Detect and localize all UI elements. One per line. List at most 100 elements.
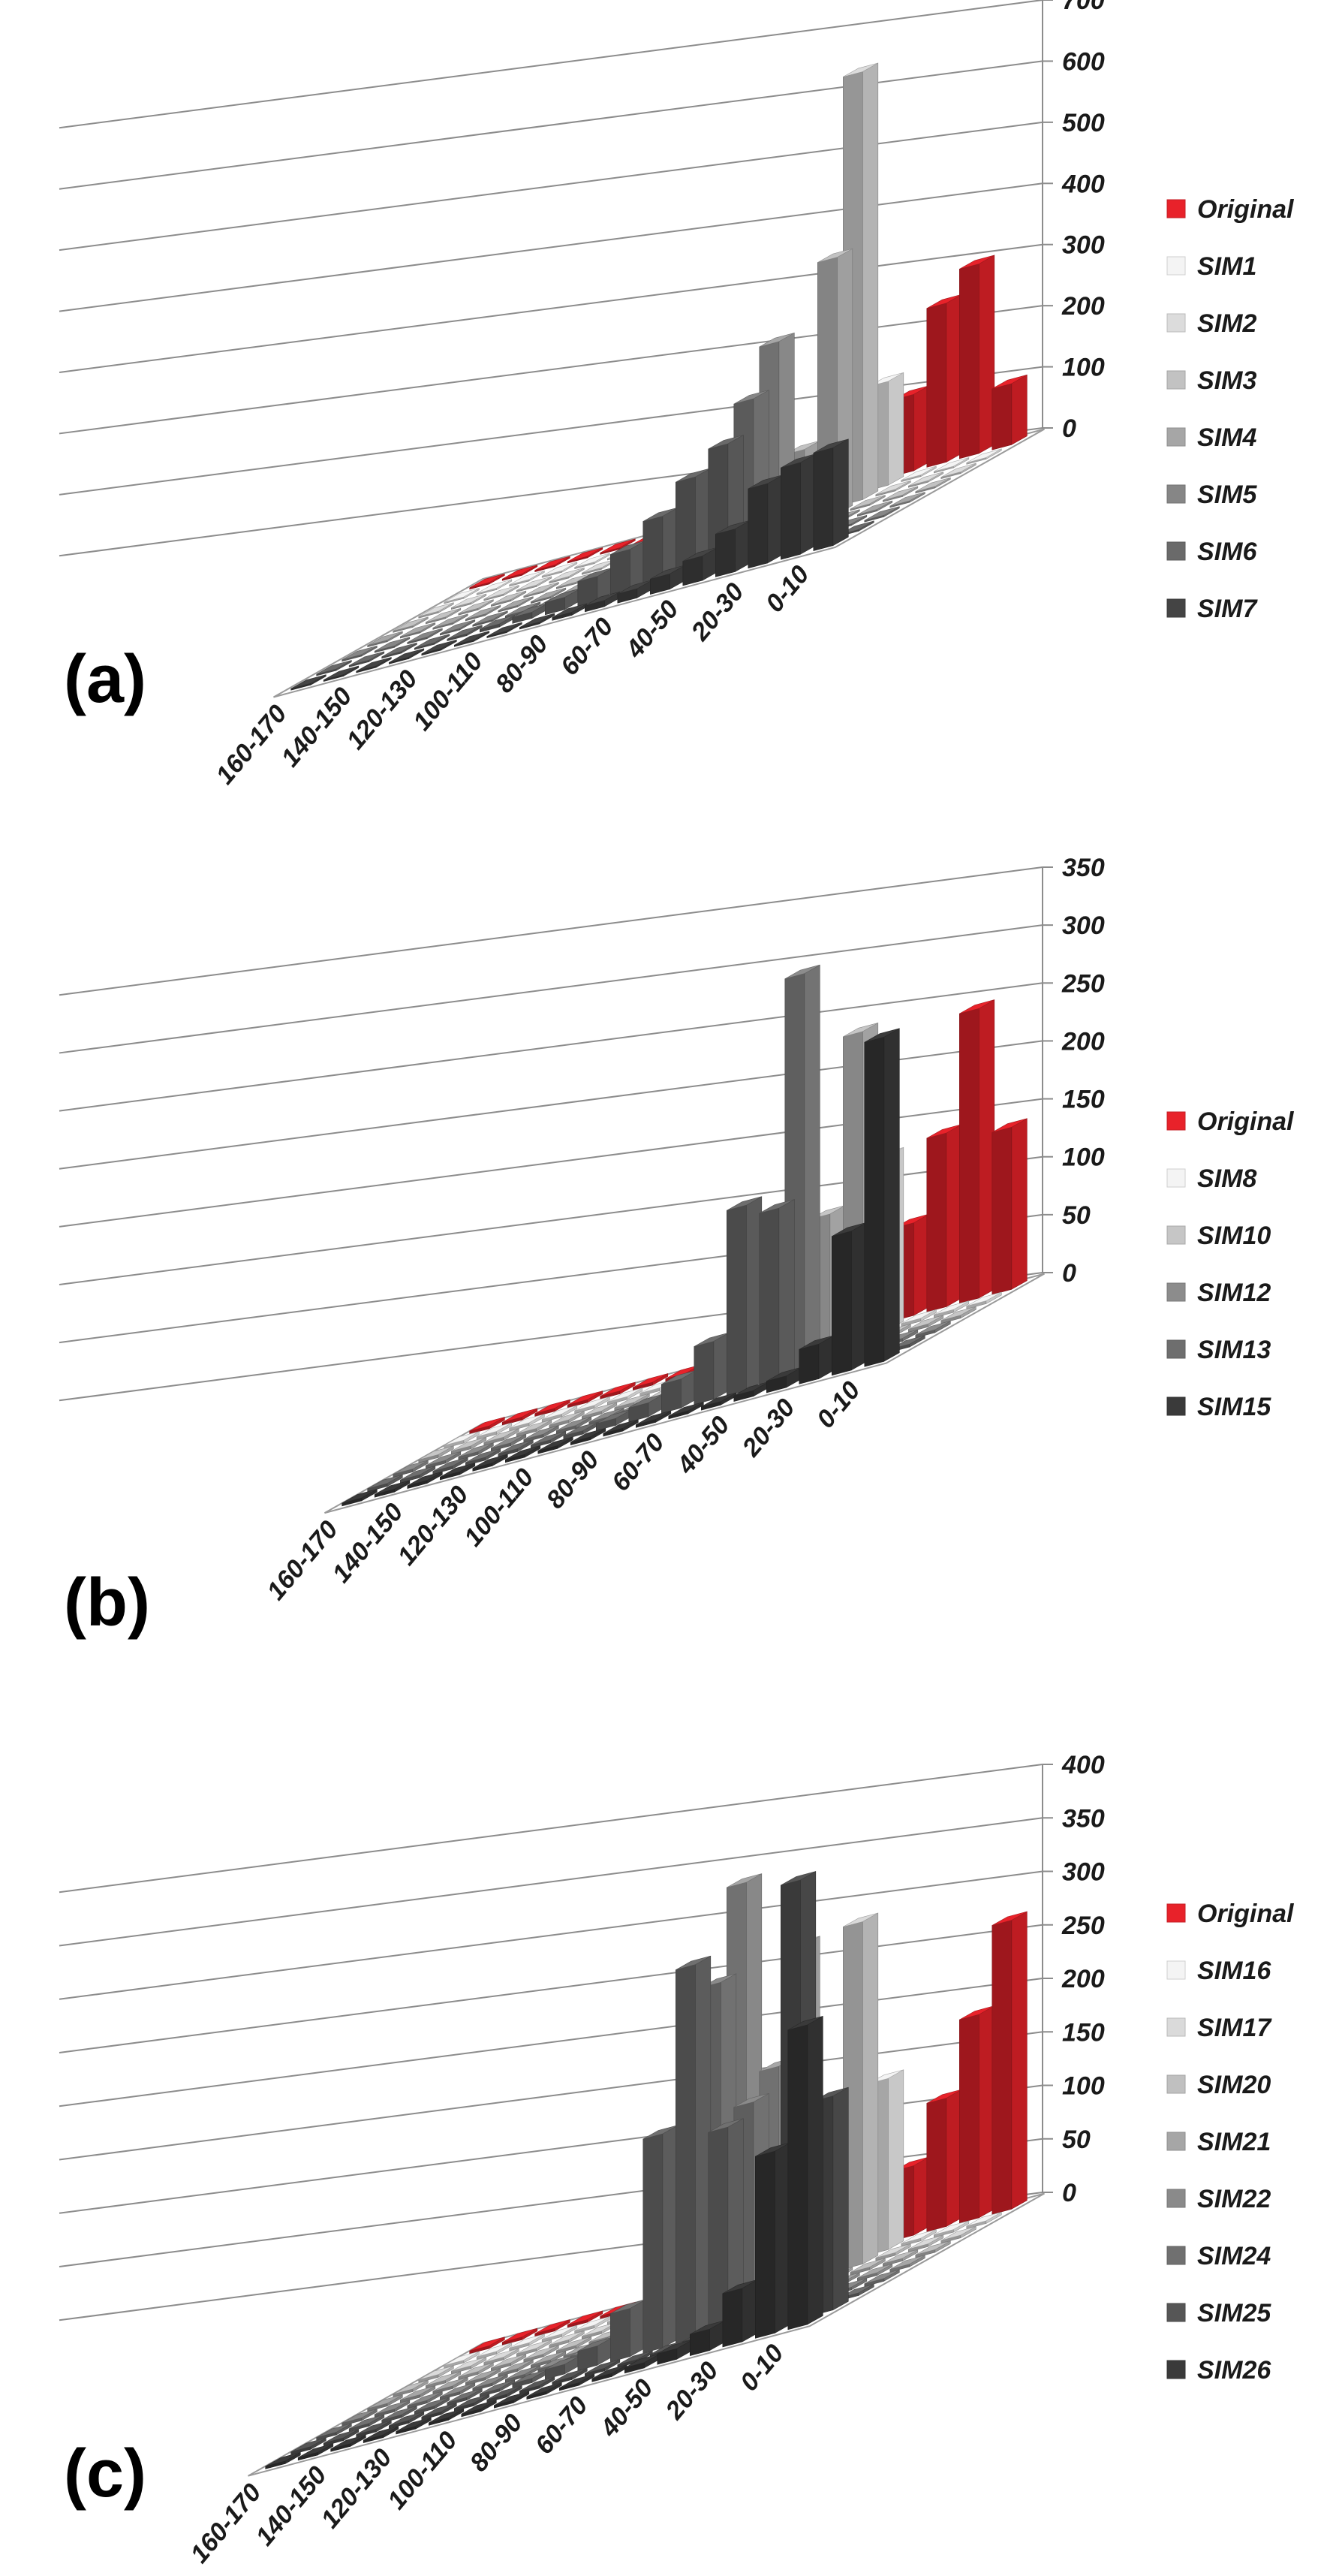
- bar-top: [418, 2365, 454, 2380]
- y-tick-label: 350: [1062, 1804, 1105, 1833]
- bar-top: [356, 657, 392, 672]
- bar-top: [582, 559, 617, 574]
- bar-top: [748, 475, 784, 490]
- bar-top: [850, 2258, 886, 2273]
- bar-top: [414, 2397, 450, 2412]
- bar-top: [694, 1332, 730, 1347]
- bar-top: [642, 2125, 679, 2140]
- bar-SIM25-120-130: [421, 2403, 457, 2421]
- bar-top: [461, 2400, 497, 2415]
- bar-top: [491, 2354, 526, 2369]
- bar-top: [290, 2437, 326, 2452]
- bar-SIM1-160-170: [444, 587, 480, 604]
- bar-top: [600, 538, 636, 553]
- legend-swatch: [1166, 1339, 1186, 1359]
- bar-SIM7-100-110: [486, 622, 522, 638]
- bar-top: [832, 1222, 867, 1237]
- bar-SIM7-140-150: [356, 656, 392, 673]
- bar-top: [381, 643, 417, 658]
- bar-top: [498, 2359, 534, 2374]
- legend-swatch: [1166, 370, 1186, 390]
- bar-side: [862, 1912, 879, 2265]
- legend-swatch: [1166, 2132, 1186, 2151]
- bar-SIM16-140-150: [509, 2333, 545, 2352]
- bar-top: [966, 1291, 1002, 1306]
- bar-SIM22-140-150: [407, 2391, 443, 2409]
- bar-top: [432, 2377, 468, 2392]
- bar-SIM17-0-10: [940, 2226, 976, 2243]
- bar-side: [888, 2069, 904, 2250]
- bar-SIM3-10-20: [883, 486, 919, 502]
- bar-top: [512, 2370, 548, 2384]
- bar-top: [915, 478, 951, 493]
- bar-top: [505, 1445, 540, 1460]
- bar-top: [465, 1448, 501, 1463]
- bar-front: [748, 483, 769, 569]
- bar-top: [472, 610, 508, 625]
- y-tick-label: 350: [1062, 854, 1105, 882]
- bar-SIM6-130-140: [414, 634, 450, 650]
- bar-top: [926, 2089, 962, 2104]
- legend-label: SIM6: [1197, 538, 1257, 566]
- legend-swatch: [1166, 1168, 1186, 1188]
- bar-Original-150-160: [501, 1408, 538, 1426]
- bar-SIM25-110-120: [453, 2394, 490, 2412]
- bar-front: [926, 2098, 947, 2232]
- bar-top: [940, 1306, 976, 1321]
- bar-front: [832, 1231, 852, 1376]
- panel-label: (b): [64, 1565, 150, 1641]
- x-tick-label: 60-70: [606, 1428, 670, 1496]
- bar-SIM17-30-40: [843, 1912, 879, 2270]
- legend-swatch: [1166, 2017, 1186, 2037]
- bar-top: [477, 1422, 512, 1437]
- bar-SIM22-160-170: [342, 2409, 378, 2427]
- legend-swatch: [1166, 1396, 1186, 1416]
- gridline: [59, 1978, 1043, 2107]
- legend-swatch: [1166, 1903, 1186, 1923]
- legend-swatch: [1166, 541, 1186, 561]
- bar-SIM24-140-150: [381, 2406, 417, 2424]
- bar-front: [660, 1378, 682, 1414]
- bar-SIM10-100-110: [614, 1393, 650, 1411]
- bar-top: [418, 1445, 454, 1460]
- x-tick-label: 80-90: [490, 630, 554, 698]
- bar-top: [636, 1410, 671, 1425]
- bar-SIM4-160-170: [367, 631, 403, 647]
- bar-front: [675, 1964, 696, 2345]
- bar-SIM21-150-160: [399, 2385, 436, 2403]
- bar-SIM2-0-10: [940, 462, 976, 479]
- bar-top: [523, 582, 559, 597]
- y-tick-label: 700: [1062, 0, 1105, 15]
- bar-front: [992, 383, 1013, 450]
- bar-SIM16-150-160: [476, 2342, 513, 2360]
- bar-top: [610, 2299, 645, 2314]
- bar-Original-130-140: [567, 2310, 603, 2328]
- bar-front: [759, 1207, 780, 1387]
- bar-SIM15-10-20: [832, 1222, 868, 1376]
- bar-SIM26-20-30: [722, 2279, 758, 2348]
- bar-SIM21-0-10: [889, 2255, 925, 2273]
- legend-label: SIM12: [1197, 1279, 1271, 1307]
- bar-SIM15-140-150: [407, 1471, 443, 1489]
- legend-swatch: [1166, 256, 1186, 276]
- y-tick-label: 100: [1062, 2072, 1105, 2101]
- bar-top: [498, 1439, 534, 1454]
- bar-top: [959, 255, 995, 270]
- bar-Original-130-140: [567, 547, 603, 564]
- bar-SIM7-50-60: [649, 565, 686, 595]
- bar-top: [992, 1911, 1028, 1926]
- bar-top: [349, 2415, 384, 2430]
- bar-SIM21-130-140: [465, 2368, 501, 2386]
- bar-SIM3-160-170: [393, 616, 429, 633]
- bar-top: [556, 1416, 591, 1431]
- bar-SIM15-100-110: [537, 1436, 573, 1454]
- bar-SIM10-120-130: [549, 1410, 585, 1429]
- bar-SIM4-10-20: [857, 500, 893, 517]
- bar-top: [600, 1381, 636, 1396]
- y-tick-label: 200: [1061, 292, 1105, 321]
- bar-Original-140-150: [534, 556, 570, 572]
- bar-side: [862, 62, 879, 501]
- legend-swatch: [1166, 427, 1186, 447]
- bar-top: [934, 457, 969, 472]
